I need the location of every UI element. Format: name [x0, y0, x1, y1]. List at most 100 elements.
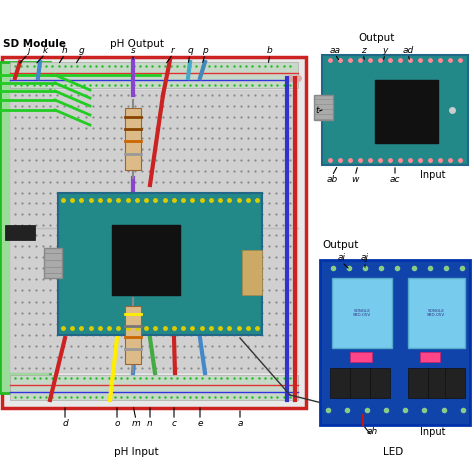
Point [209, 146, 216, 153]
Point [267, 62, 275, 70]
Point [237, 342, 245, 350]
Point [159, 298, 167, 305]
Point [188, 124, 195, 131]
Point [11, 298, 19, 305]
Point [216, 342, 223, 350]
Point [18, 393, 25, 401]
Point [279, 200, 287, 207]
Point [244, 364, 252, 372]
Point [224, 374, 231, 382]
Bar [125, 108, 141, 170]
Point [223, 210, 230, 218]
Point [237, 309, 245, 316]
Point [188, 91, 195, 99]
Point [68, 178, 75, 185]
Point [286, 81, 294, 89]
Point [173, 178, 181, 185]
Point [82, 231, 89, 239]
Point [39, 167, 47, 174]
Point [244, 275, 252, 283]
Point [131, 254, 139, 261]
Point [159, 242, 167, 250]
Point [181, 254, 188, 261]
Point [61, 374, 69, 382]
Point [258, 353, 265, 361]
Point [124, 102, 132, 109]
Point [32, 210, 40, 218]
Point [145, 298, 153, 305]
Point [251, 178, 258, 185]
Point [18, 309, 26, 316]
Point [138, 135, 146, 142]
Point [39, 231, 47, 239]
Point [216, 221, 223, 229]
Point [181, 156, 188, 164]
Point [25, 353, 33, 361]
Point [145, 331, 153, 338]
Text: q: q [187, 46, 193, 55]
Point [216, 275, 223, 283]
Point [96, 353, 103, 361]
Point [36, 81, 44, 89]
Point [61, 364, 68, 372]
Point [181, 287, 188, 294]
Point [68, 331, 75, 338]
Point [46, 156, 54, 164]
Point [181, 242, 188, 250]
Text: Output: Output [358, 33, 394, 43]
Point [188, 298, 195, 305]
Point [105, 81, 112, 89]
Bar [322, 55, 468, 165]
Point [138, 298, 146, 305]
Point [117, 275, 125, 283]
Point [166, 167, 174, 174]
Point [131, 221, 139, 229]
Point [166, 287, 174, 294]
Point [244, 254, 252, 261]
Point [110, 298, 118, 305]
Point [103, 264, 110, 272]
Point [230, 156, 237, 164]
Point [117, 221, 125, 229]
Point [286, 62, 294, 70]
Point [209, 364, 216, 372]
Point [124, 309, 132, 316]
Point [131, 264, 139, 272]
Point [152, 156, 160, 164]
Point [67, 62, 75, 70]
Point [209, 331, 216, 338]
Point [46, 210, 54, 218]
Point [216, 331, 223, 338]
Point [251, 91, 258, 99]
Point [251, 309, 258, 316]
Point [75, 264, 82, 272]
Point [244, 320, 252, 328]
Point [230, 200, 237, 207]
Point [111, 374, 119, 382]
Text: j: j [27, 46, 29, 55]
Point [103, 221, 110, 229]
Point [265, 135, 273, 142]
Point [54, 91, 61, 99]
Point [152, 200, 160, 207]
Point [32, 298, 40, 305]
Bar [10, 375, 298, 400]
Point [11, 200, 19, 207]
Point [117, 178, 125, 185]
Point [188, 167, 195, 174]
Point [194, 124, 202, 131]
Point [89, 264, 96, 272]
Point [89, 113, 96, 120]
Point [159, 178, 167, 185]
Point [251, 264, 258, 272]
Point [18, 331, 26, 338]
Point [279, 342, 287, 350]
Bar [370, 368, 390, 398]
Point [279, 331, 287, 338]
Point [89, 298, 96, 305]
Point [159, 156, 167, 164]
Point [54, 124, 61, 131]
Point [39, 146, 47, 153]
Point [230, 275, 237, 283]
Point [265, 275, 273, 283]
